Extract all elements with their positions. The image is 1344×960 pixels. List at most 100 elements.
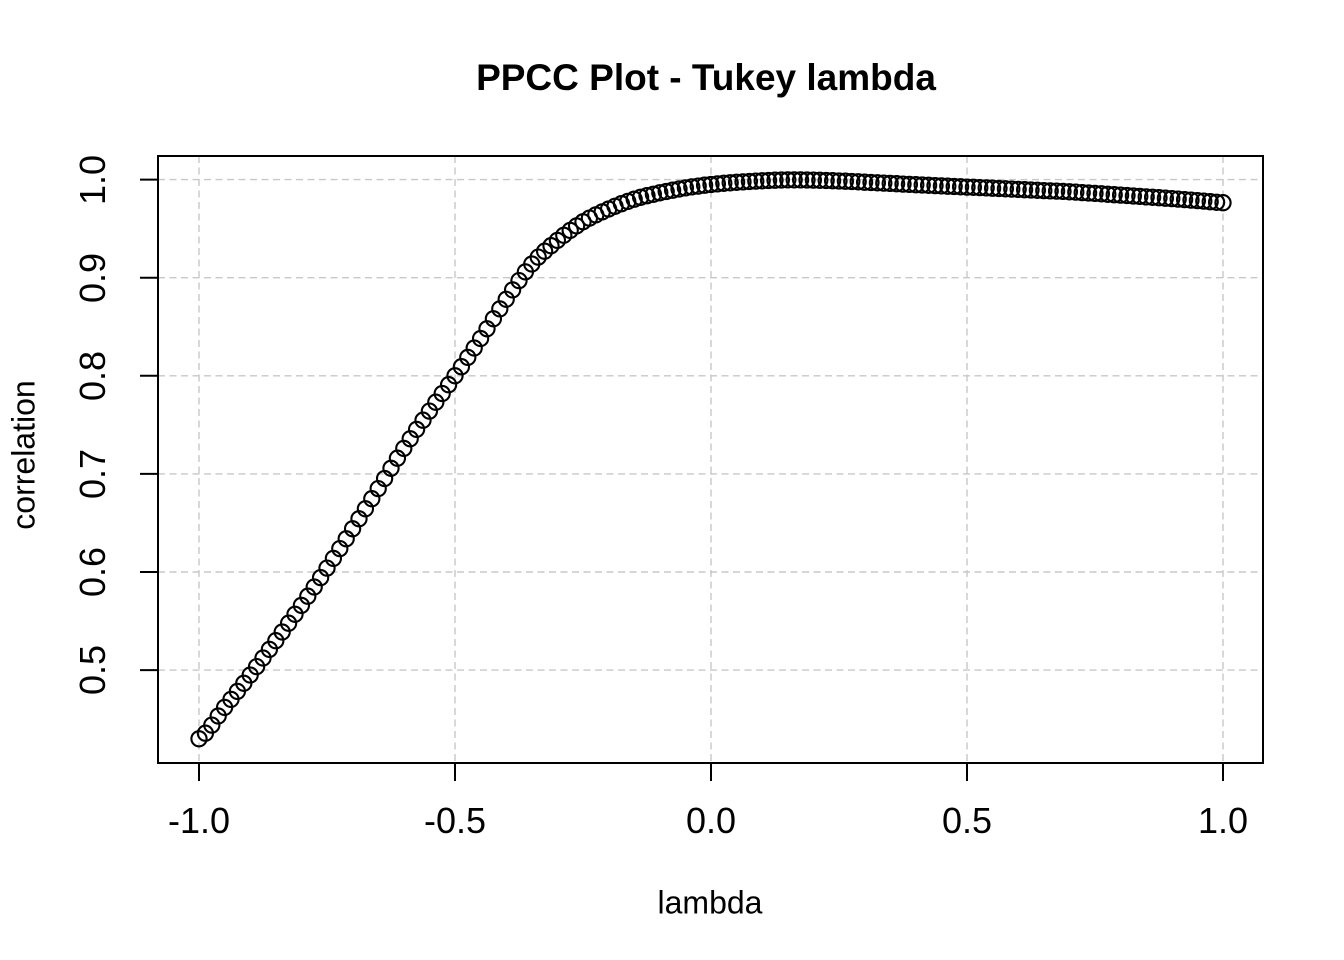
data-point xyxy=(420,402,439,420)
data-point xyxy=(439,376,458,394)
data-point xyxy=(958,178,976,196)
data-point xyxy=(932,177,951,195)
data-point xyxy=(747,172,765,190)
data-point xyxy=(247,657,266,676)
data-point xyxy=(695,176,714,194)
data-point xyxy=(727,173,746,191)
data-point xyxy=(843,172,861,191)
data-point xyxy=(945,177,963,196)
data-point xyxy=(772,171,791,189)
data-point xyxy=(1041,182,1059,200)
data-point xyxy=(1067,183,1085,201)
data-point xyxy=(900,175,919,194)
data-point xyxy=(1035,181,1053,200)
y-tick-label: 0.5 xyxy=(72,645,113,696)
data-point xyxy=(689,177,707,195)
data-point xyxy=(894,175,912,193)
data-point xyxy=(1003,180,1021,198)
data-point xyxy=(683,178,701,196)
y-axis-label: correlation xyxy=(5,380,42,530)
data-point xyxy=(651,184,669,202)
data-point xyxy=(427,393,445,411)
data-point xyxy=(1169,190,1187,208)
data-point xyxy=(990,179,1008,198)
data-point xyxy=(785,171,803,189)
x-tick-label: 1.0 xyxy=(1197,800,1249,841)
data-point xyxy=(1047,182,1066,200)
data-point xyxy=(740,172,759,191)
data-point xyxy=(1131,187,1149,206)
data-point xyxy=(1188,191,1207,210)
data-point xyxy=(644,185,663,203)
data-point xyxy=(1105,186,1123,204)
x-axis-label: lambda xyxy=(657,884,763,921)
data-point xyxy=(1143,188,1162,206)
data-point xyxy=(1201,193,1219,211)
data-point xyxy=(875,174,893,192)
data-point xyxy=(267,632,285,650)
data-point xyxy=(279,614,298,632)
data-point xyxy=(1163,189,1181,208)
data-point xyxy=(273,623,291,641)
x-tick-label: 0.0 xyxy=(685,800,737,841)
data-point xyxy=(1092,185,1111,203)
data-point xyxy=(836,172,855,190)
data-point xyxy=(1079,184,1098,202)
data-point xyxy=(631,188,650,206)
data-point xyxy=(817,171,835,190)
data-point xyxy=(663,181,682,199)
data-point xyxy=(286,605,304,623)
data-point xyxy=(907,176,925,194)
data-point xyxy=(868,174,887,192)
data-point xyxy=(1015,181,1034,199)
data-point xyxy=(759,171,778,190)
data-point xyxy=(926,176,944,195)
data-point xyxy=(1150,189,1168,207)
data-point xyxy=(1111,186,1130,204)
data-point xyxy=(702,175,720,194)
y-tick-label: 0.6 xyxy=(72,546,113,598)
data-point xyxy=(811,171,829,189)
data-point xyxy=(734,173,752,191)
data-point xyxy=(1073,183,1091,202)
data-point xyxy=(510,271,528,290)
data-point xyxy=(1175,190,1194,209)
data-point xyxy=(823,172,842,190)
data-point xyxy=(1118,186,1136,205)
data-point xyxy=(1182,191,1200,209)
data-point xyxy=(977,179,995,197)
y-tick-label: 0.7 xyxy=(72,448,113,499)
data-point xyxy=(1086,184,1104,203)
data-point xyxy=(804,171,823,189)
data-point xyxy=(1207,193,1226,211)
data-point xyxy=(1214,194,1232,212)
y-tick-label: 0.8 xyxy=(72,350,113,401)
data-point xyxy=(1060,183,1079,201)
data-point xyxy=(657,182,675,201)
data-point xyxy=(971,178,989,197)
chart-title: PPCC Plot - Tukey lambda xyxy=(476,57,936,98)
data-point xyxy=(638,187,656,205)
data-point xyxy=(1099,185,1117,203)
data-point xyxy=(798,171,816,189)
data-point xyxy=(766,171,784,189)
data-point xyxy=(1054,182,1072,201)
data-point xyxy=(1028,181,1047,199)
data-point xyxy=(862,173,880,192)
data-point xyxy=(1156,189,1175,207)
data-point xyxy=(849,173,867,191)
data-point xyxy=(433,384,451,403)
data-point xyxy=(964,178,983,196)
data-point xyxy=(254,649,272,667)
y-tick-label: 0.9 xyxy=(72,252,113,303)
data-point xyxy=(1022,181,1040,199)
data-point xyxy=(721,174,739,192)
data-point xyxy=(715,174,733,192)
data-point xyxy=(996,180,1015,198)
data-point xyxy=(881,174,899,193)
data-point xyxy=(260,640,279,659)
data-point xyxy=(209,707,227,725)
data-point xyxy=(887,175,906,193)
